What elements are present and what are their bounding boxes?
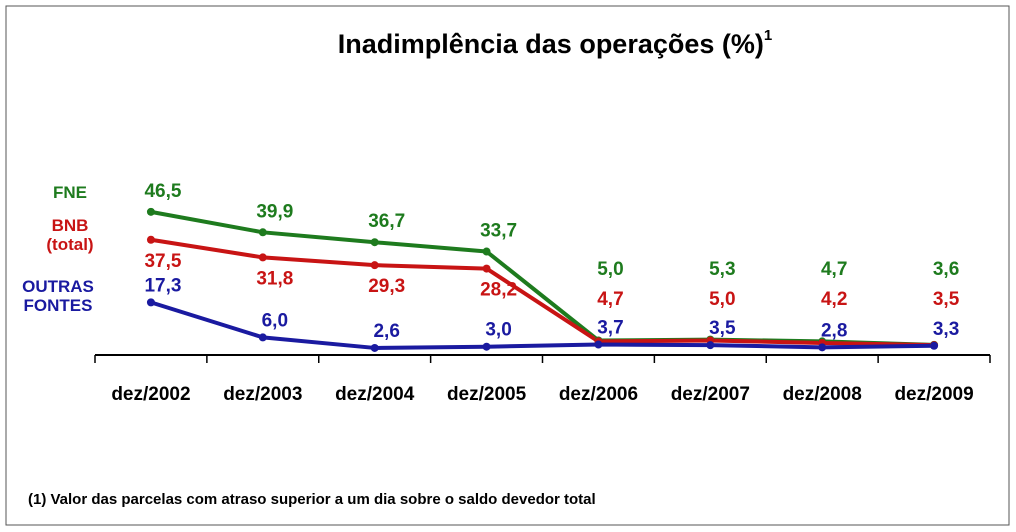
x-tick-label: dez/2007 [671,384,750,405]
data-label: 37,5 [144,251,181,272]
data-point [258,253,267,262]
data-label: 31,8 [256,268,293,289]
data-label: 5,0 [597,259,623,280]
data-label: 5,3 [709,259,735,280]
data-point [146,298,155,307]
data-label: 17,3 [144,275,181,296]
data-label: 3,5 [933,289,960,310]
x-tick-label: dez/2002 [111,384,190,405]
data-point [706,341,715,350]
data-point [482,264,491,273]
data-point [146,235,155,244]
data-point [482,342,491,351]
legend-entry: BNB (total) [46,216,94,254]
title-text: Inadimplência das operações (%) [338,29,764,59]
series-line [148,237,937,348]
data-point [482,247,491,256]
data-label: 4,2 [821,289,847,310]
data-point [258,333,267,342]
legend-entry: OUTRAS FONTES [22,277,94,315]
data-label: 3,3 [933,319,959,340]
x-tick-label: dez/2006 [559,384,638,405]
chart-title: Inadimplência das operações (%)1 [338,27,772,59]
frame [5,5,1010,526]
data-label: 3,5 [709,318,736,339]
data-point [258,228,267,237]
data-label: 36,7 [368,211,405,232]
data-point [594,340,603,349]
data-point [146,207,155,216]
data-label: 2,8 [821,320,847,341]
data-label: 33,7 [480,221,517,242]
x-tick-label: dez/2004 [335,384,415,405]
legend-entry: FNE [53,183,87,202]
data-label: 39,9 [256,201,293,222]
data-point [370,343,379,352]
series-line [148,300,937,350]
footnote: (1) Valor das parcelas com atraso superi… [28,491,596,508]
data-label: 4,7 [597,289,623,310]
data-label: 4,7 [821,259,847,280]
title-superscript: 1 [764,27,772,44]
data-point [818,343,827,352]
data-label: 29,3 [368,276,405,297]
data-label: 3,0 [485,320,511,341]
data-point [370,238,379,247]
data-label: 6,0 [262,310,288,331]
data-label: 2,6 [373,321,399,342]
data-label: 3,6 [933,259,959,280]
data-label: 5,0 [709,289,735,310]
data-point [370,261,379,270]
x-tick-label: dez/2009 [894,384,973,405]
data-label: 3,7 [597,318,623,339]
x-tick-label: dez/2005 [447,384,527,405]
data-point [930,341,939,350]
x-tick-label: dez/2003 [223,384,302,405]
data-label: 28,2 [480,280,517,301]
x-tick-label: dez/2008 [783,384,862,405]
data-label: 46,5 [144,181,181,202]
